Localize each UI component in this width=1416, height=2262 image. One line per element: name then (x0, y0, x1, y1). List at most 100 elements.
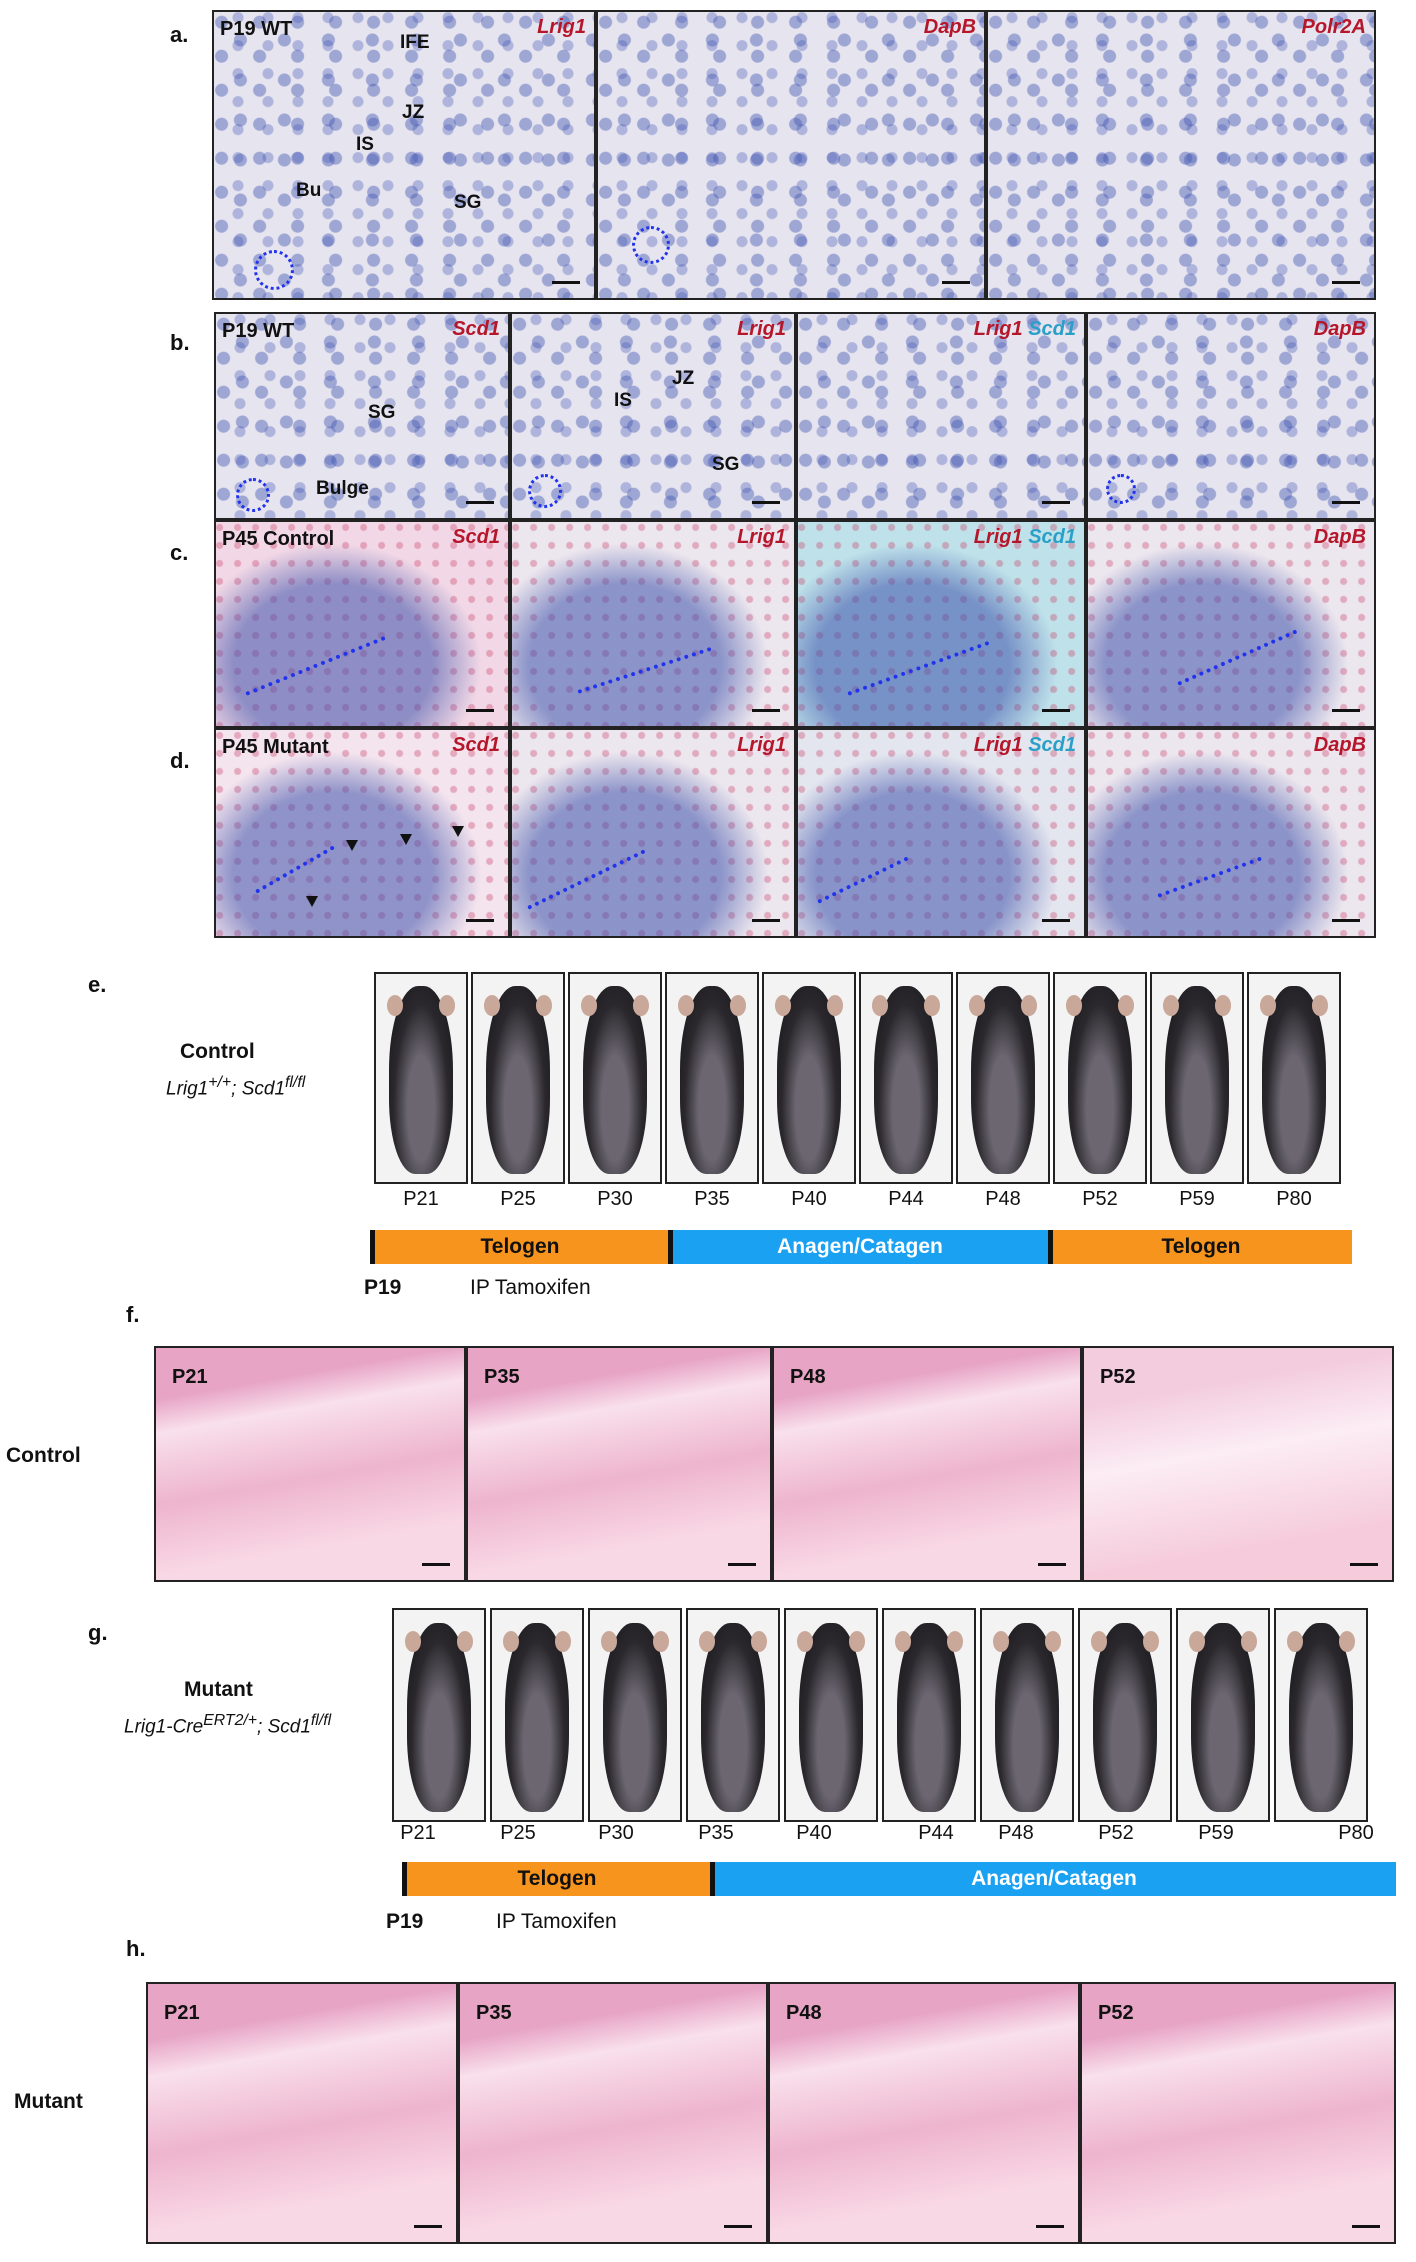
mouse-ear (774, 994, 791, 1016)
timeline-tick (668, 1230, 673, 1264)
mouse-photo (374, 972, 468, 1184)
mouse-ear (536, 994, 553, 1016)
panel-title: P48 (786, 2002, 822, 2024)
mouse-ear (992, 1631, 1009, 1652)
panel-title: P19 WT (222, 320, 295, 342)
mouse-ear (1215, 994, 1232, 1016)
panel-letter-g: g. (88, 1620, 108, 1645)
mouse-ear (1286, 1631, 1303, 1652)
mouse-photo (956, 972, 1050, 1184)
gene-label-2: Scd1 (1028, 734, 1076, 756)
mouse-ear (1162, 994, 1179, 1016)
panel-title: P45 Control (222, 528, 335, 550)
day-label: P80 (1276, 1188, 1312, 1210)
dermal-papilla-outline (254, 250, 294, 290)
structure-label: IS (614, 390, 632, 411)
mouse-photo (882, 1608, 976, 1822)
gene-label: Lrig1 (737, 318, 786, 340)
mouse-ear (386, 994, 403, 1016)
mouse-ear (502, 1631, 519, 1652)
gene-label-2: Scd1 (1028, 318, 1076, 340)
mouse-photo (980, 1608, 1074, 1822)
dermal-papilla-outline (236, 478, 270, 512)
mouse-ear (796, 1631, 813, 1652)
mouse-body (798, 1622, 864, 1812)
micrograph-d-lrig1-scd1: Lrig1 Scd1 (796, 728, 1086, 938)
panel-title: P21 (172, 1366, 208, 1388)
scale-bar (1042, 919, 1070, 922)
mouse-photo (1176, 1608, 1270, 1822)
mouse-body (679, 986, 745, 1174)
gene-label: Lrig1 Scd1 (974, 318, 1076, 341)
scale-bar (414, 2225, 442, 2228)
gene-label: Scd1 (452, 318, 500, 340)
gene-label: DapB (923, 16, 976, 38)
scale-bar (1332, 919, 1360, 922)
structure-label: JZ (672, 368, 695, 389)
scale-bar (1042, 709, 1070, 712)
mouse-body (504, 1622, 570, 1812)
scale-bar (724, 2225, 752, 2228)
mouse-ear (633, 994, 650, 1016)
scale-bar (552, 281, 580, 284)
dermal-papilla-outline (817, 856, 909, 904)
gene-label: Lrig1 (737, 734, 786, 756)
dermal-papilla-outline (847, 640, 990, 696)
genotype-label-control: Lrig1+/+; Scd1fl/fl (166, 1074, 306, 1100)
day-label: P21 (400, 1822, 436, 1844)
panel-letter-b: b. (170, 330, 190, 355)
micrograph-a-polr2a: Polr2A (986, 10, 1376, 300)
mouse-body (1164, 986, 1230, 1174)
mouse-body (388, 986, 454, 1174)
dermal-papilla-outline (1157, 856, 1263, 898)
mouse-photo (588, 1608, 682, 1822)
mouse-ear (827, 994, 844, 1016)
structure-label: Bulge (316, 478, 369, 499)
he-micrograph: P52 (1080, 1982, 1396, 2244)
day-label: P40 (796, 1822, 832, 1844)
mouse-photo (1247, 972, 1341, 1184)
scale-bar (1038, 1563, 1066, 1566)
scale-bar (466, 501, 494, 504)
mouse-ear (924, 994, 941, 1016)
arrowhead-icon (346, 840, 358, 851)
mouse-photo (568, 972, 662, 1184)
micrograph-d-lrig1: Lrig1 (510, 728, 796, 938)
mouse-body (1288, 1622, 1354, 1812)
gene-label-2: Scd1 (1028, 526, 1076, 548)
scale-bar (466, 919, 494, 922)
day-label: P52 (1082, 1188, 1118, 1210)
mouse-body (776, 986, 842, 1174)
mouse-ear (1090, 1631, 1107, 1652)
scale-bar (1332, 501, 1360, 504)
arrowhead-icon (306, 896, 318, 907)
scale-bar (1332, 709, 1360, 712)
mouse-photo (859, 972, 953, 1184)
row-label-mutant: Mutant (14, 2090, 83, 2113)
mouse-ear (1143, 1631, 1160, 1652)
timeline-tick (710, 1862, 715, 1896)
panel-title: P52 (1100, 1366, 1136, 1388)
day-label: P59 (1198, 1822, 1234, 1844)
gene-label: Lrig1 Scd1 (974, 526, 1076, 549)
mouse-photo (784, 1608, 878, 1822)
panel-letter-d: d. (170, 748, 190, 773)
scale-bar (1352, 2225, 1380, 2228)
mouse-photo (1274, 1608, 1368, 1822)
mouse-ear (600, 1631, 617, 1652)
mouse-ear (1118, 994, 1135, 1016)
gene-label: DapB (1313, 318, 1366, 340)
mouse-body (994, 1622, 1060, 1812)
gene-label: Lrig1 (537, 16, 586, 38)
day-label: P25 (500, 1188, 536, 1210)
mouse-body (700, 1622, 766, 1812)
gene-label: DapB (1313, 526, 1366, 548)
mouse-ear (1045, 1631, 1062, 1652)
scale-bar (942, 281, 970, 284)
panel-title: P48 (790, 1366, 826, 1388)
scale-bar (1350, 1563, 1378, 1566)
mouse-body (1067, 986, 1133, 1174)
gene-label: Lrig1 (737, 526, 786, 548)
micrograph-a-lrig1: P19 WT Lrig1 IFE JZ IS Bu SG (212, 10, 596, 300)
mouse-body (582, 986, 648, 1174)
